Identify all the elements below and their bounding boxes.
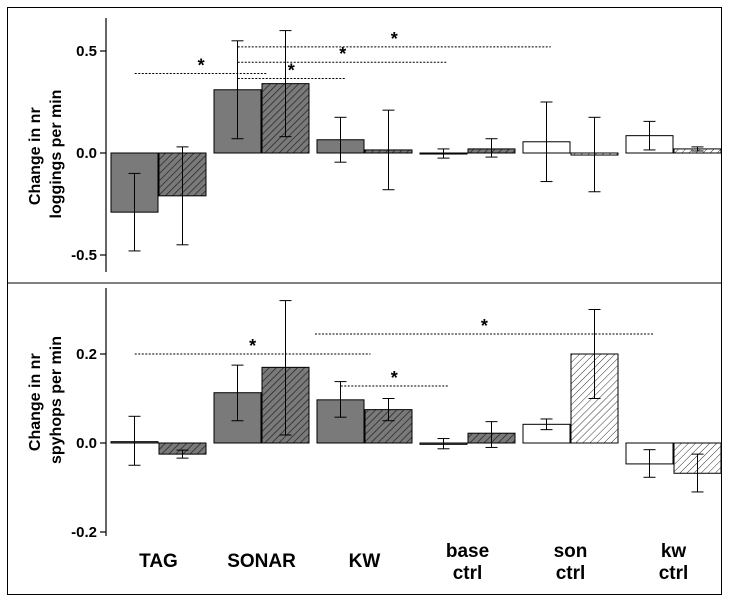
panel-loggings: Change in nr loggings per min 0.5 0.0 -0.5… <box>27 18 722 272</box>
significance-star-0-1: * <box>288 61 295 81</box>
error-bar-1-0-1 <box>176 449 189 459</box>
category-label-5-line-0: kw <box>661 541 687 562</box>
y-tick-label-0-1: 0.0 <box>76 145 97 162</box>
category-label-4: son ctrl <box>554 541 588 584</box>
error-bar-1-4-1 <box>588 309 601 399</box>
significance-star-1-2: * <box>481 316 488 336</box>
error-bar-0-3-1 <box>485 138 498 158</box>
error-bar-0-1-1 <box>279 30 292 138</box>
error-bar-1-5-0 <box>643 449 656 478</box>
significance-star-0-2: * <box>339 44 346 64</box>
y-tick-label-1-1: 0.0 <box>76 435 97 452</box>
significance-star-0-3: * <box>391 29 398 49</box>
y-tick-label-0-0: 0.5 <box>76 43 97 60</box>
y-tick-label-1-2: -0.2 <box>71 524 97 541</box>
error-bar-1-1-0 <box>231 364 244 422</box>
error-bar-1-4-0 <box>540 418 553 431</box>
error-bar-0-2-0 <box>334 116 347 163</box>
category-label-4-line-1: ctrl <box>556 563 586 584</box>
ylabel-spyhops-line1: Change in nr <box>27 353 44 451</box>
error-bar-0-5-1 <box>691 146 704 152</box>
category-label-0-line-0: TAG <box>139 551 178 572</box>
ylabel-spyhops: Change in nr spyhops per min <box>27 336 65 464</box>
category-label-0: TAG <box>139 551 178 572</box>
category-label-3-line-0: base <box>446 541 489 562</box>
y-tick-label-1-0: 0.2 <box>76 346 97 363</box>
error-bar-0-2-1 <box>382 109 395 191</box>
error-bar-0-1-0 <box>231 40 244 140</box>
category-label-4-line-0: son <box>554 541 588 562</box>
category-label-1-line-0: SONAR <box>227 551 296 572</box>
category-label-1: SONAR <box>227 551 296 572</box>
error-bar-0-3-0 <box>437 148 450 159</box>
ylabel-loggings-line1: Change in nr <box>27 107 44 205</box>
error-bar-0-4-0 <box>540 101 553 183</box>
error-bar-1-2-0 <box>334 381 347 418</box>
error-bar-1-3-1 <box>485 421 498 448</box>
ylabel-loggings: Change in nr loggings per min <box>27 90 65 219</box>
error-bar-1-1-1 <box>279 300 292 436</box>
error-bar-1-3-0 <box>437 438 450 450</box>
ylabel-spyhops-line2: spyhops per min <box>48 336 65 464</box>
category-label-3: base ctrl <box>446 541 489 584</box>
error-bar-1-5-1 <box>691 453 704 493</box>
error-bar-0-5-0 <box>643 120 656 151</box>
y-tick-label-0-2: -0.5 <box>71 247 97 264</box>
category-label-5-line-1: ctrl <box>659 563 689 584</box>
category-label-5: kw ctrl <box>659 541 689 584</box>
significance-star-0-0: * <box>198 55 205 75</box>
category-label-2: KW <box>349 551 381 572</box>
ylabel-loggings-line2: loggings per min <box>48 90 65 219</box>
error-bar-0-4-1 <box>588 116 601 193</box>
error-bar-0-0-1 <box>176 146 189 246</box>
category-label-3-line-1: ctrl <box>453 563 483 584</box>
category-label-2-line-0: KW <box>349 551 381 572</box>
significance-star-1-0: * <box>249 336 256 356</box>
panel-spyhops: Change in nr spyhops per min 0.2 0.0 -0.2 *… <box>27 288 722 541</box>
significance-star-1-1: * <box>391 368 398 388</box>
error-bar-1-2-1 <box>382 398 395 422</box>
figure-border <box>7 7 722 595</box>
error-bar-0-0-0 <box>128 172 141 252</box>
error-bar-1-0-0 <box>128 415 141 466</box>
